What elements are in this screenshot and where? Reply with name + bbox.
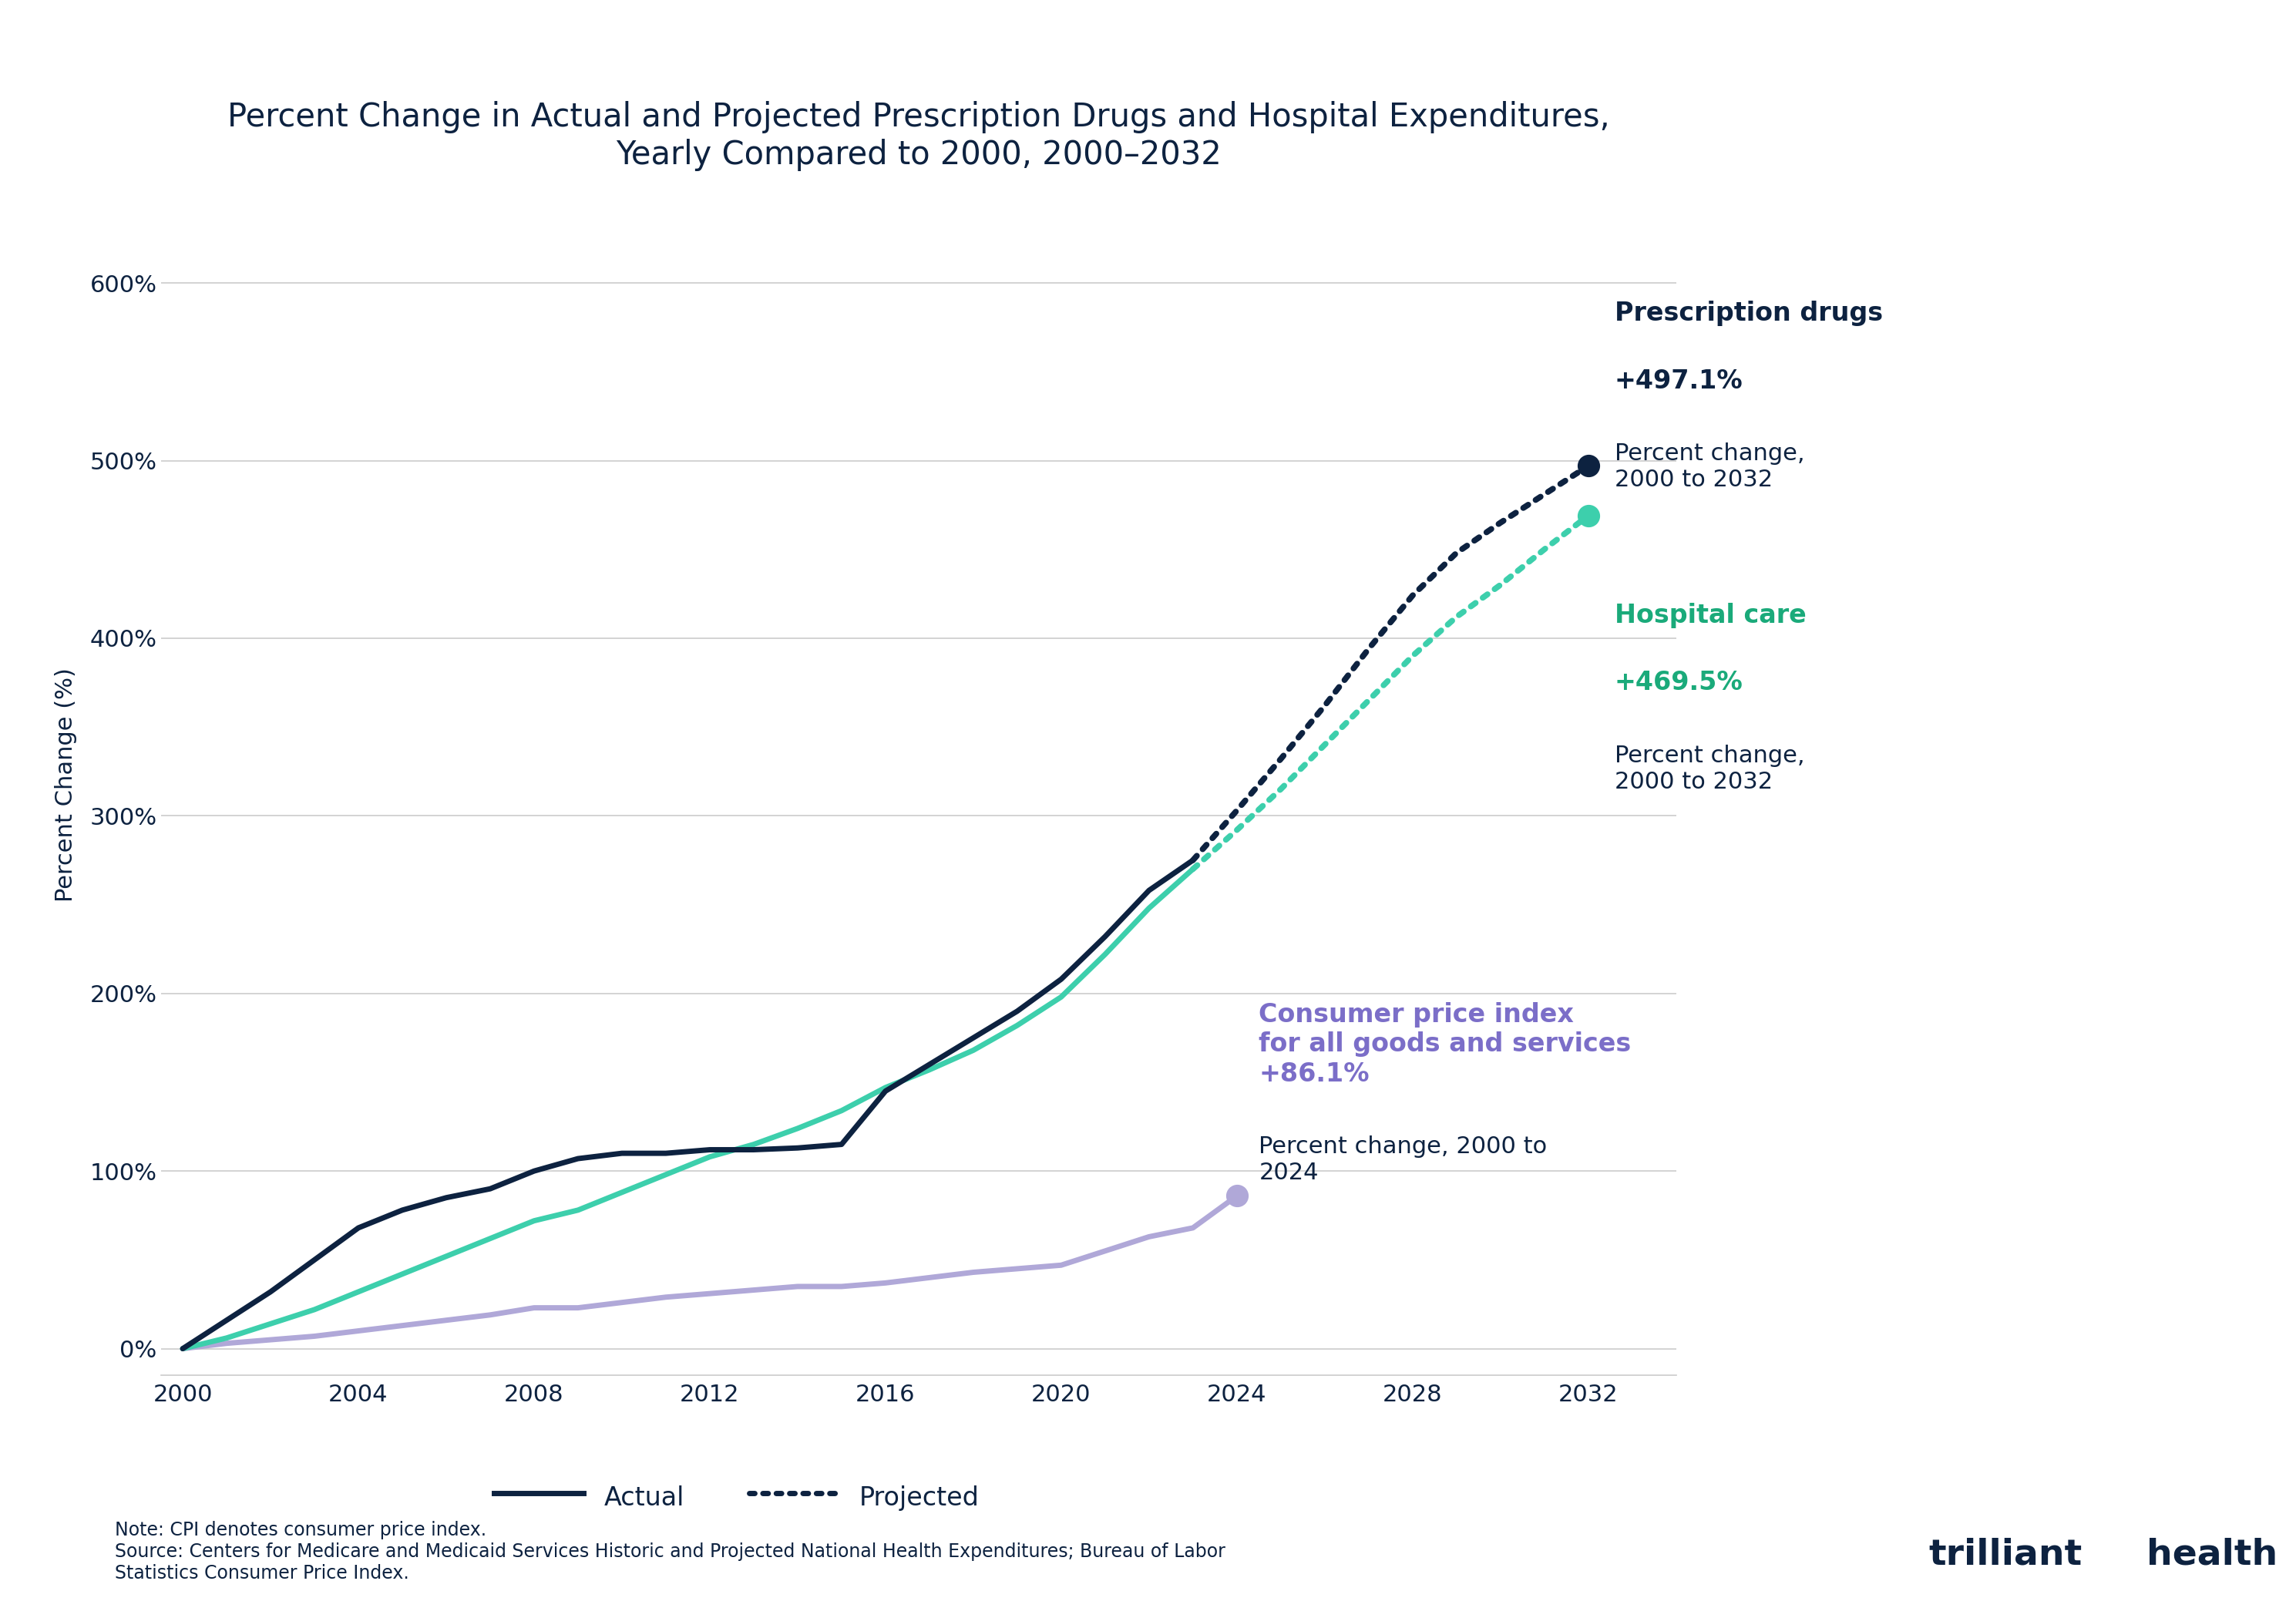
Y-axis label: Percent Change (%): Percent Change (%)	[55, 668, 78, 901]
Text: Consumer price index
for all goods and services
+86.1%: Consumer price index for all goods and s…	[1258, 1002, 1630, 1087]
Legend: Actual, Projected: Actual, Projected	[484, 1471, 990, 1523]
Text: Hospital care: Hospital care	[1614, 602, 1807, 628]
Text: Percent change,
2000 to 2032: Percent change, 2000 to 2032	[1614, 744, 1805, 793]
Text: health: health	[2147, 1537, 2278, 1571]
Text: Percent change,
2000 to 2032: Percent change, 2000 to 2032	[1614, 443, 1805, 492]
Text: +497.1%: +497.1%	[1614, 369, 1743, 393]
Text: Percent change, 2000 to
2024: Percent change, 2000 to 2024	[1258, 1136, 1548, 1184]
Text: Note: CPI denotes consumer price index.
Source: Centers for Medicare and Medicai: Note: CPI denotes consumer price index. …	[115, 1521, 1226, 1582]
Text: trilliant: trilliant	[1929, 1537, 2082, 1571]
Text: +469.5%: +469.5%	[1614, 670, 1743, 696]
Title: Percent Change in Actual and Projected Prescription Drugs and Hospital Expenditu: Percent Change in Actual and Projected P…	[227, 102, 1609, 172]
Text: Prescription drugs: Prescription drugs	[1614, 301, 1883, 327]
